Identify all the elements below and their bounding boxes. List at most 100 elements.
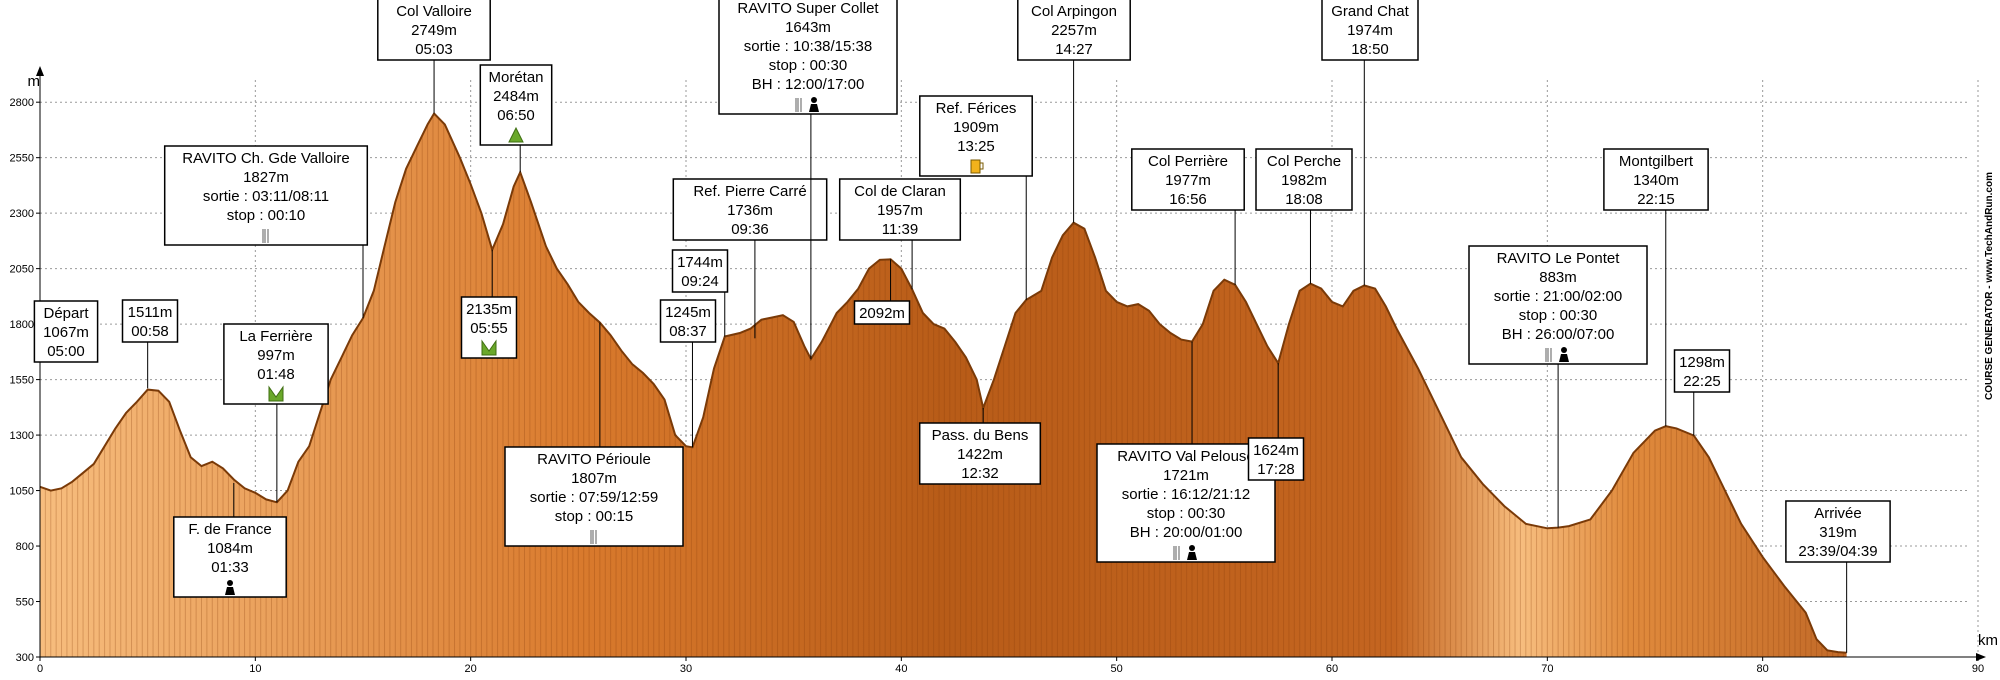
waypoint-text: 11:39 (882, 221, 918, 238)
waypoint-text: 2257m (1051, 22, 1097, 39)
waypoint-label: Arrivée 319m 23:39/04:39 (1785, 500, 1891, 653)
course-generator-credit: COURSE GENERATOR - www.TechAndRun.com (1984, 172, 1995, 400)
x-axis-label: km (1978, 632, 1998, 649)
waypoint-text: RAVITO Le Pontet (1497, 250, 1621, 267)
waypoint-text: 1957m (877, 202, 923, 219)
beer-mug (970, 159, 981, 174)
x-tick-label: 80 (1757, 663, 1769, 675)
y-tick-label: 550 (16, 597, 34, 609)
waypoint-text: 00:58 (131, 323, 169, 340)
waypoint-text: 06:50 (497, 107, 535, 124)
waypoint-box (1096, 443, 1276, 563)
person-icon (225, 580, 235, 595)
waypoint-text: 23:39/04:39 (1798, 543, 1877, 560)
summit-shape (508, 126, 524, 143)
waypoint-box (1468, 245, 1648, 365)
waypoint-box (1673, 349, 1731, 393)
waypoint-label: La Ferrière 997m 01:48 (223, 323, 329, 503)
waypoint-label: 1298m 22:25 (1673, 349, 1731, 436)
waypoint-text: Col de Claran (854, 183, 946, 200)
person-body (1187, 552, 1197, 560)
cutlery-shape (590, 530, 597, 544)
waypoint-box (223, 323, 329, 405)
waypoint-label: 1245m 08:37 (659, 299, 717, 448)
waypoint-box (163, 145, 369, 246)
waypoint-label: Col de Claran 1957m 11:39 (838, 178, 962, 290)
waypoint-text: Départ (43, 305, 89, 322)
x-tick-label: 50 (1111, 663, 1123, 675)
waypoint-label: Col Valloire 2749m 05:03 (377, 0, 491, 114)
cutlery-shape (262, 229, 269, 243)
x-tick-label: 20 (465, 663, 477, 675)
y-tick-label: 1050 (10, 486, 34, 498)
waypoint-text: Col Perrière (1148, 153, 1228, 170)
x-tick-label: 60 (1326, 663, 1338, 675)
waypoint-text: BH : 26:00/07:00 (1502, 326, 1615, 343)
waypoint-label: Départ 1067m 05:00 (33, 300, 99, 487)
person-head (811, 97, 817, 103)
waypoint-box (377, 0, 491, 61)
waypoint-text: 05:03 (415, 41, 453, 58)
waypoint-box (918, 422, 1042, 485)
valley-shape (481, 339, 497, 356)
waypoint-label: RAVITO Périoule 1807m sortie : 07:59/12:59… (504, 322, 684, 547)
waypoint-text: sortie : 03:11/08:11 (203, 188, 329, 205)
waypoint-text: Ref. Pierre Carré (693, 183, 806, 200)
person-body (225, 587, 235, 595)
waypoint-text: 2135m (466, 301, 512, 318)
y-axis-arrow (36, 66, 44, 76)
waypoint-label: Ref. Pierre Carré 1736m 09:36 (672, 178, 828, 339)
waypoint-text: Montgilbert (1619, 153, 1694, 170)
waypoint-text: 1977m (1165, 172, 1211, 189)
cutlery-shape (1173, 546, 1180, 560)
waypoint-text: 2749m (411, 22, 457, 39)
person-body (809, 104, 819, 112)
waypoint-text: 997m (257, 347, 295, 364)
y-tick-label: 2550 (10, 153, 34, 165)
waypoint-text: RAVITO Périoule (537, 451, 651, 468)
waypoint-text: stop : 00:30 (769, 57, 847, 74)
waypoint-text: F. de France (188, 521, 271, 538)
waypoint-text: 22:25 (1683, 373, 1721, 390)
waypoint-text: 09:36 (731, 221, 769, 238)
waypoint-label: Ref. Férices 1909m 13:25 (919, 95, 1033, 300)
y-tick-label: 2050 (10, 264, 34, 276)
waypoint-text: stop : 00:10 (227, 207, 305, 224)
person-body (1559, 354, 1569, 362)
waypoint-text: 1736m (727, 202, 773, 219)
valley-shape (268, 385, 284, 402)
waypoint-text: 1807m (571, 470, 617, 487)
y-tick-label: 300 (16, 652, 34, 664)
waypoint-text: 1643m (785, 19, 831, 36)
waypoint-label: 1624m 17:28 (1247, 363, 1305, 481)
waypoint-text: 1744m (677, 254, 723, 271)
waypoint-text: Grand Chat (1331, 3, 1409, 20)
waypoint-text: stop : 00:30 (1147, 505, 1225, 522)
cutlery-person-icon (1173, 545, 1197, 560)
waypoint-labels: Départ 1067m 05:00 1511m 00:58 F. de France 10… (33, 0, 1891, 653)
waypoint-text: 12:32 (961, 465, 999, 482)
waypoint-box (659, 299, 717, 343)
x-tick-label: 40 (895, 663, 907, 675)
valley-icon (268, 385, 284, 402)
summit-icon (508, 126, 524, 143)
x-tick-label: 30 (680, 663, 692, 675)
waypoint-text: 1422m (957, 446, 1003, 463)
waypoint-text: 883m (1539, 269, 1577, 286)
y-tick-label: 2300 (10, 208, 34, 220)
waypoint-label: 1744m 09:24 (671, 249, 729, 337)
y-tick-label: 1800 (10, 319, 34, 331)
waypoint-box (853, 300, 911, 325)
waypoint-text: RAVITO Val Pelouse (1117, 448, 1255, 465)
waypoint-text: Pass. du Bens (932, 427, 1029, 444)
waypoint-label: RAVITO Super Collet 1643m sortie : 10:38/1… (718, 0, 898, 359)
waypoint-text: La Ferrière (239, 328, 312, 345)
waypoint-box (671, 249, 729, 293)
valley-icon (481, 339, 497, 356)
waypoint-box (33, 300, 99, 363)
waypoint-text: 1974m (1347, 22, 1393, 39)
profile-line (39, 111, 1847, 654)
waypoint-text: 1245m (665, 304, 711, 321)
waypoint-text: 1340m (1633, 172, 1679, 189)
waypoint-text: Col Perche (1267, 153, 1341, 170)
